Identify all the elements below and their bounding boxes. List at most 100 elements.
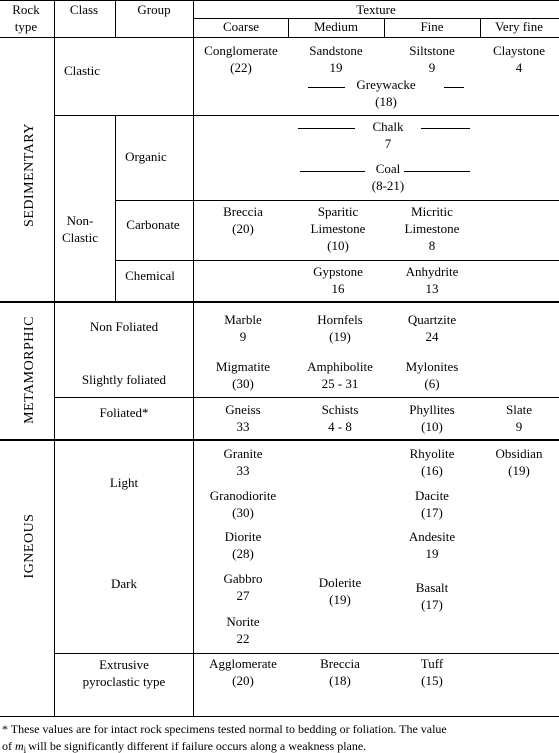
header-cell: Texture xyxy=(356,2,396,17)
rock-value: 24 xyxy=(426,329,440,344)
rock-value: (16) xyxy=(421,463,443,478)
rock-name: Sparitic xyxy=(318,204,359,219)
rock-value: (18) xyxy=(375,94,397,109)
texture-header: Medium xyxy=(314,19,358,34)
class-label: Non- xyxy=(67,213,94,228)
rock-name: Coal xyxy=(376,161,401,176)
class-label: pyroclastic type xyxy=(83,674,166,689)
rock-name: Dolerite xyxy=(319,575,362,590)
class-label: Foliated* xyxy=(99,405,148,420)
rock-value: 13 xyxy=(426,281,439,296)
rock-value: 25 - 31 xyxy=(322,376,359,391)
class-label: Dark xyxy=(111,576,137,591)
rock-value: (17) xyxy=(421,597,443,612)
rock-name: Micritic xyxy=(411,204,453,219)
footnote: * These values are for intact rock speci… xyxy=(2,722,447,736)
rock-name: Conglomerate xyxy=(204,43,278,58)
rock-name: Limestone xyxy=(311,221,366,236)
rock-value: 4 - 8 xyxy=(328,419,352,434)
rock-name: Anhydrite xyxy=(406,264,459,279)
rock-name: Dacite xyxy=(415,488,449,503)
footnote: of mi will be significantly different if … xyxy=(2,739,366,753)
rock-value: (20) xyxy=(232,673,254,688)
rock-value: 8 xyxy=(429,238,436,253)
class-label: Slightly foliated xyxy=(82,372,167,387)
class-label: Extrusive xyxy=(99,657,149,672)
rock-name: Amphibolite xyxy=(307,359,373,374)
rock-value: 19 xyxy=(330,60,343,75)
rock-name: Norite xyxy=(226,614,259,629)
rock-name: Sandstone xyxy=(309,43,363,58)
rock-name: Migmatite xyxy=(216,359,270,374)
rock-name: Gypstone xyxy=(313,264,363,279)
rock-value: (17) xyxy=(421,505,443,520)
rock-value: (10) xyxy=(421,419,443,434)
rock-name: Quartzite xyxy=(408,312,457,327)
rock-name: Claystone xyxy=(493,43,545,58)
rock-value: (19) xyxy=(329,329,351,344)
rock-value: 33 xyxy=(237,463,250,478)
rock-name: Greywacke xyxy=(356,77,415,92)
rock-name: Gneiss xyxy=(225,402,260,417)
rock-name: Agglomerate xyxy=(209,656,277,671)
rock-name: Basalt xyxy=(416,580,449,595)
footnote-symbol: m xyxy=(15,739,24,753)
rock-name: Obsidian xyxy=(496,446,543,461)
texture-header: Very fine xyxy=(495,19,543,34)
rock-name: Granodiorite xyxy=(210,488,277,503)
rock-type: SEDIMENTARY xyxy=(22,123,37,227)
rock-name: Limestone xyxy=(405,221,460,236)
rock-value: (28) xyxy=(232,546,254,561)
rock-name: Gabbro xyxy=(224,571,263,586)
rock-value: 16 xyxy=(332,281,346,296)
rock-value: (30) xyxy=(232,376,254,391)
rock-name: Granite xyxy=(224,446,263,461)
rock-name: Phyllites xyxy=(409,402,455,417)
header-cell: Group xyxy=(137,2,170,17)
rock-type: IGNEOUS xyxy=(22,514,37,579)
rock-name: Andesite xyxy=(409,529,455,544)
footnote-text: will be significantly different if failu… xyxy=(28,739,366,753)
class-label: Clastic xyxy=(62,230,98,245)
rock-value: 9 xyxy=(429,60,436,75)
footnote-text: of xyxy=(2,739,15,753)
rock-value: (22) xyxy=(230,60,252,75)
group-label: Carbonate xyxy=(126,217,180,232)
rock-value: (10) xyxy=(327,238,349,253)
table-rules xyxy=(0,0,559,717)
rock-value: (15) xyxy=(421,673,443,688)
group-label: Organic xyxy=(125,149,167,164)
header-cell: Class xyxy=(70,2,98,17)
rock-name: Rhyolite xyxy=(410,446,455,461)
rock-value: 33 xyxy=(237,419,250,434)
rock-value: (19) xyxy=(508,463,530,478)
class-label: Non Foliated xyxy=(90,319,159,334)
rock-value: 9 xyxy=(240,329,247,344)
rock-value: 19 xyxy=(426,546,439,561)
rock-value: 4 xyxy=(516,60,523,75)
rock-name: Diorite xyxy=(225,529,262,544)
rock-value: 22 xyxy=(237,631,250,646)
rock-value: (19) xyxy=(329,592,351,607)
rock-value: 9 xyxy=(516,419,523,434)
rock-value: 7 xyxy=(385,136,392,151)
rock-name: Marble xyxy=(224,312,262,327)
rock-name: Siltstone xyxy=(409,43,455,58)
class-label: Light xyxy=(110,475,139,490)
rock-name: Tuff xyxy=(421,656,444,671)
rock-name: Breccia xyxy=(320,656,360,671)
rock-name: Schists xyxy=(322,402,359,417)
rock-value: 27 xyxy=(237,588,251,603)
rock-value: (6) xyxy=(424,376,439,391)
group-label: Chemical xyxy=(125,268,175,283)
rock-type: METAMORPHIC xyxy=(22,316,37,424)
header-cell: Rock xyxy=(12,2,40,17)
class-label: Clastic xyxy=(64,63,100,78)
rock-value: (8-21) xyxy=(372,178,405,193)
rock-name: Mylonites xyxy=(406,359,459,374)
rock-name: Breccia xyxy=(223,204,263,219)
rock-name: Hornfels xyxy=(317,312,363,327)
rock-name: Slate xyxy=(506,402,532,417)
rock-name: Chalk xyxy=(372,119,404,134)
